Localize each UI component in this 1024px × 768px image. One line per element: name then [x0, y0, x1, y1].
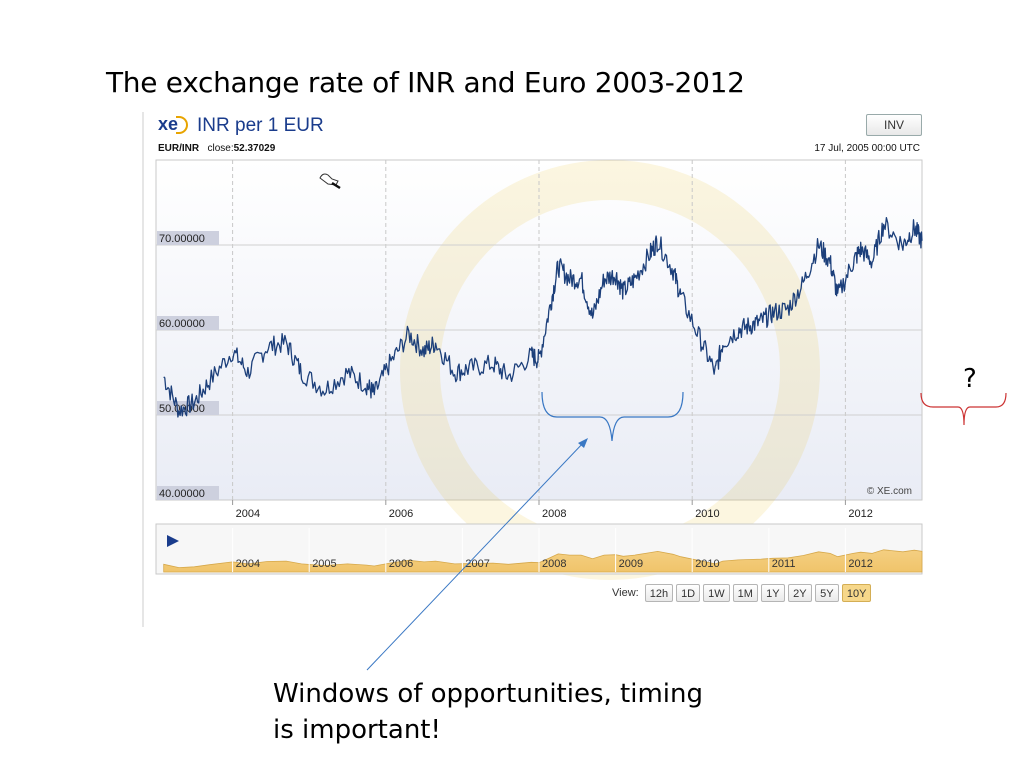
date-readout: 17 Jul, 2005 00:00 UTC	[814, 143, 920, 154]
view-button-5y[interactable]: 5Y	[814, 584, 839, 602]
copyright-text: © XE.com	[867, 486, 912, 497]
y-tick-label-40.00000: 40.00000	[159, 488, 205, 500]
caption-line-2: is important!	[273, 715, 441, 745]
caption-line-1: Windows of opportunities, timing	[273, 679, 703, 709]
opportunity-bracket	[541, 391, 684, 442]
y-tick-bg-40.00000	[157, 486, 219, 500]
nav-tick-label-2012: 2012	[848, 558, 872, 570]
nav-tick-label-2009: 2009	[619, 558, 643, 570]
view-button-1m[interactable]: 1M	[732, 584, 758, 602]
y-tick-bg-60.00000	[157, 316, 219, 330]
chart-heading: INR per 1 EUR	[197, 115, 324, 136]
view-label: View:	[612, 587, 639, 599]
xe-logo: xe	[158, 114, 189, 135]
view-button-10y[interactable]: 10Y	[841, 584, 872, 602]
invert-button[interactable]: INV	[866, 114, 922, 136]
view-buttons: 12h 1D 1W 1M 1Y 2Y 5Y 10Y	[644, 584, 872, 602]
widget-left-border	[142, 112, 144, 627]
view-range-bar: View: 12h 1D 1W 1M 1Y 2Y 5Y 10Y	[612, 583, 872, 603]
close-value: 52.37029	[233, 143, 276, 154]
y-tick-bg-50.00000	[157, 401, 219, 415]
question-mark: ?	[963, 364, 977, 394]
x-tick-label-2004: 2004	[236, 508, 260, 520]
view-button-2y[interactable]: 2Y	[787, 584, 812, 602]
view-button-1y[interactable]: 1Y	[760, 584, 785, 602]
future-bracket	[920, 392, 1007, 426]
view-button-1d[interactable]: 1D	[676, 584, 701, 602]
x-tick-label-2012: 2012	[848, 508, 872, 520]
x-tick-label-2008: 2008	[542, 508, 566, 520]
xe-logo-ring-icon	[176, 116, 189, 135]
navigator-ticks: 2004 2005 2006 2007 2008 2009 2010 2011 2012	[232, 528, 873, 572]
navigator-series-fill	[163, 549, 923, 573]
nav-tick-label-2010: 2010	[695, 558, 719, 570]
pointer-arrow-line	[366, 440, 586, 671]
x-axis-ticks: 2004 2006 2008 2010 2012	[232, 500, 873, 520]
series-line-eur-inr	[163, 216, 923, 418]
nav-tick-label-2008: 2008	[542, 558, 566, 570]
x-tick-label-2010: 2010	[695, 508, 719, 520]
y-tick-label-60.00000: 60.00000	[159, 318, 205, 330]
pointer-arrow-head	[578, 438, 588, 448]
xe-logo-text: xe	[158, 114, 179, 134]
y-tick-bg-70.00000	[157, 231, 219, 245]
horizontal-gridlines	[156, 244, 922, 416]
y-tick-label-70.00000: 70.00000	[159, 233, 205, 245]
nav-tick-label-2004: 2004	[236, 558, 260, 570]
currency-pair: EUR/INR	[158, 143, 200, 154]
pair-info: EUR/INR close:52.37029	[158, 143, 275, 154]
slide-title: The exchange rate of INR and Euro 2003-2…	[106, 66, 745, 99]
nav-tick-label-2007: 2007	[465, 558, 489, 570]
view-button-12h[interactable]: 12h	[644, 584, 674, 602]
x-tick-label-2006: 2006	[389, 508, 413, 520]
navigator-play-icon[interactable]	[167, 535, 179, 547]
view-button-1w[interactable]: 1W	[703, 584, 730, 602]
caption: Windows of opportunities, timing is impo…	[273, 676, 703, 748]
hand-cursor-icon	[319, 173, 341, 190]
nav-tick-label-2011: 2011	[772, 558, 796, 570]
close-label: close:	[207, 143, 234, 154]
nav-tick-label-2005: 2005	[312, 558, 336, 570]
nav-tick-label-2006: 2006	[389, 558, 413, 570]
